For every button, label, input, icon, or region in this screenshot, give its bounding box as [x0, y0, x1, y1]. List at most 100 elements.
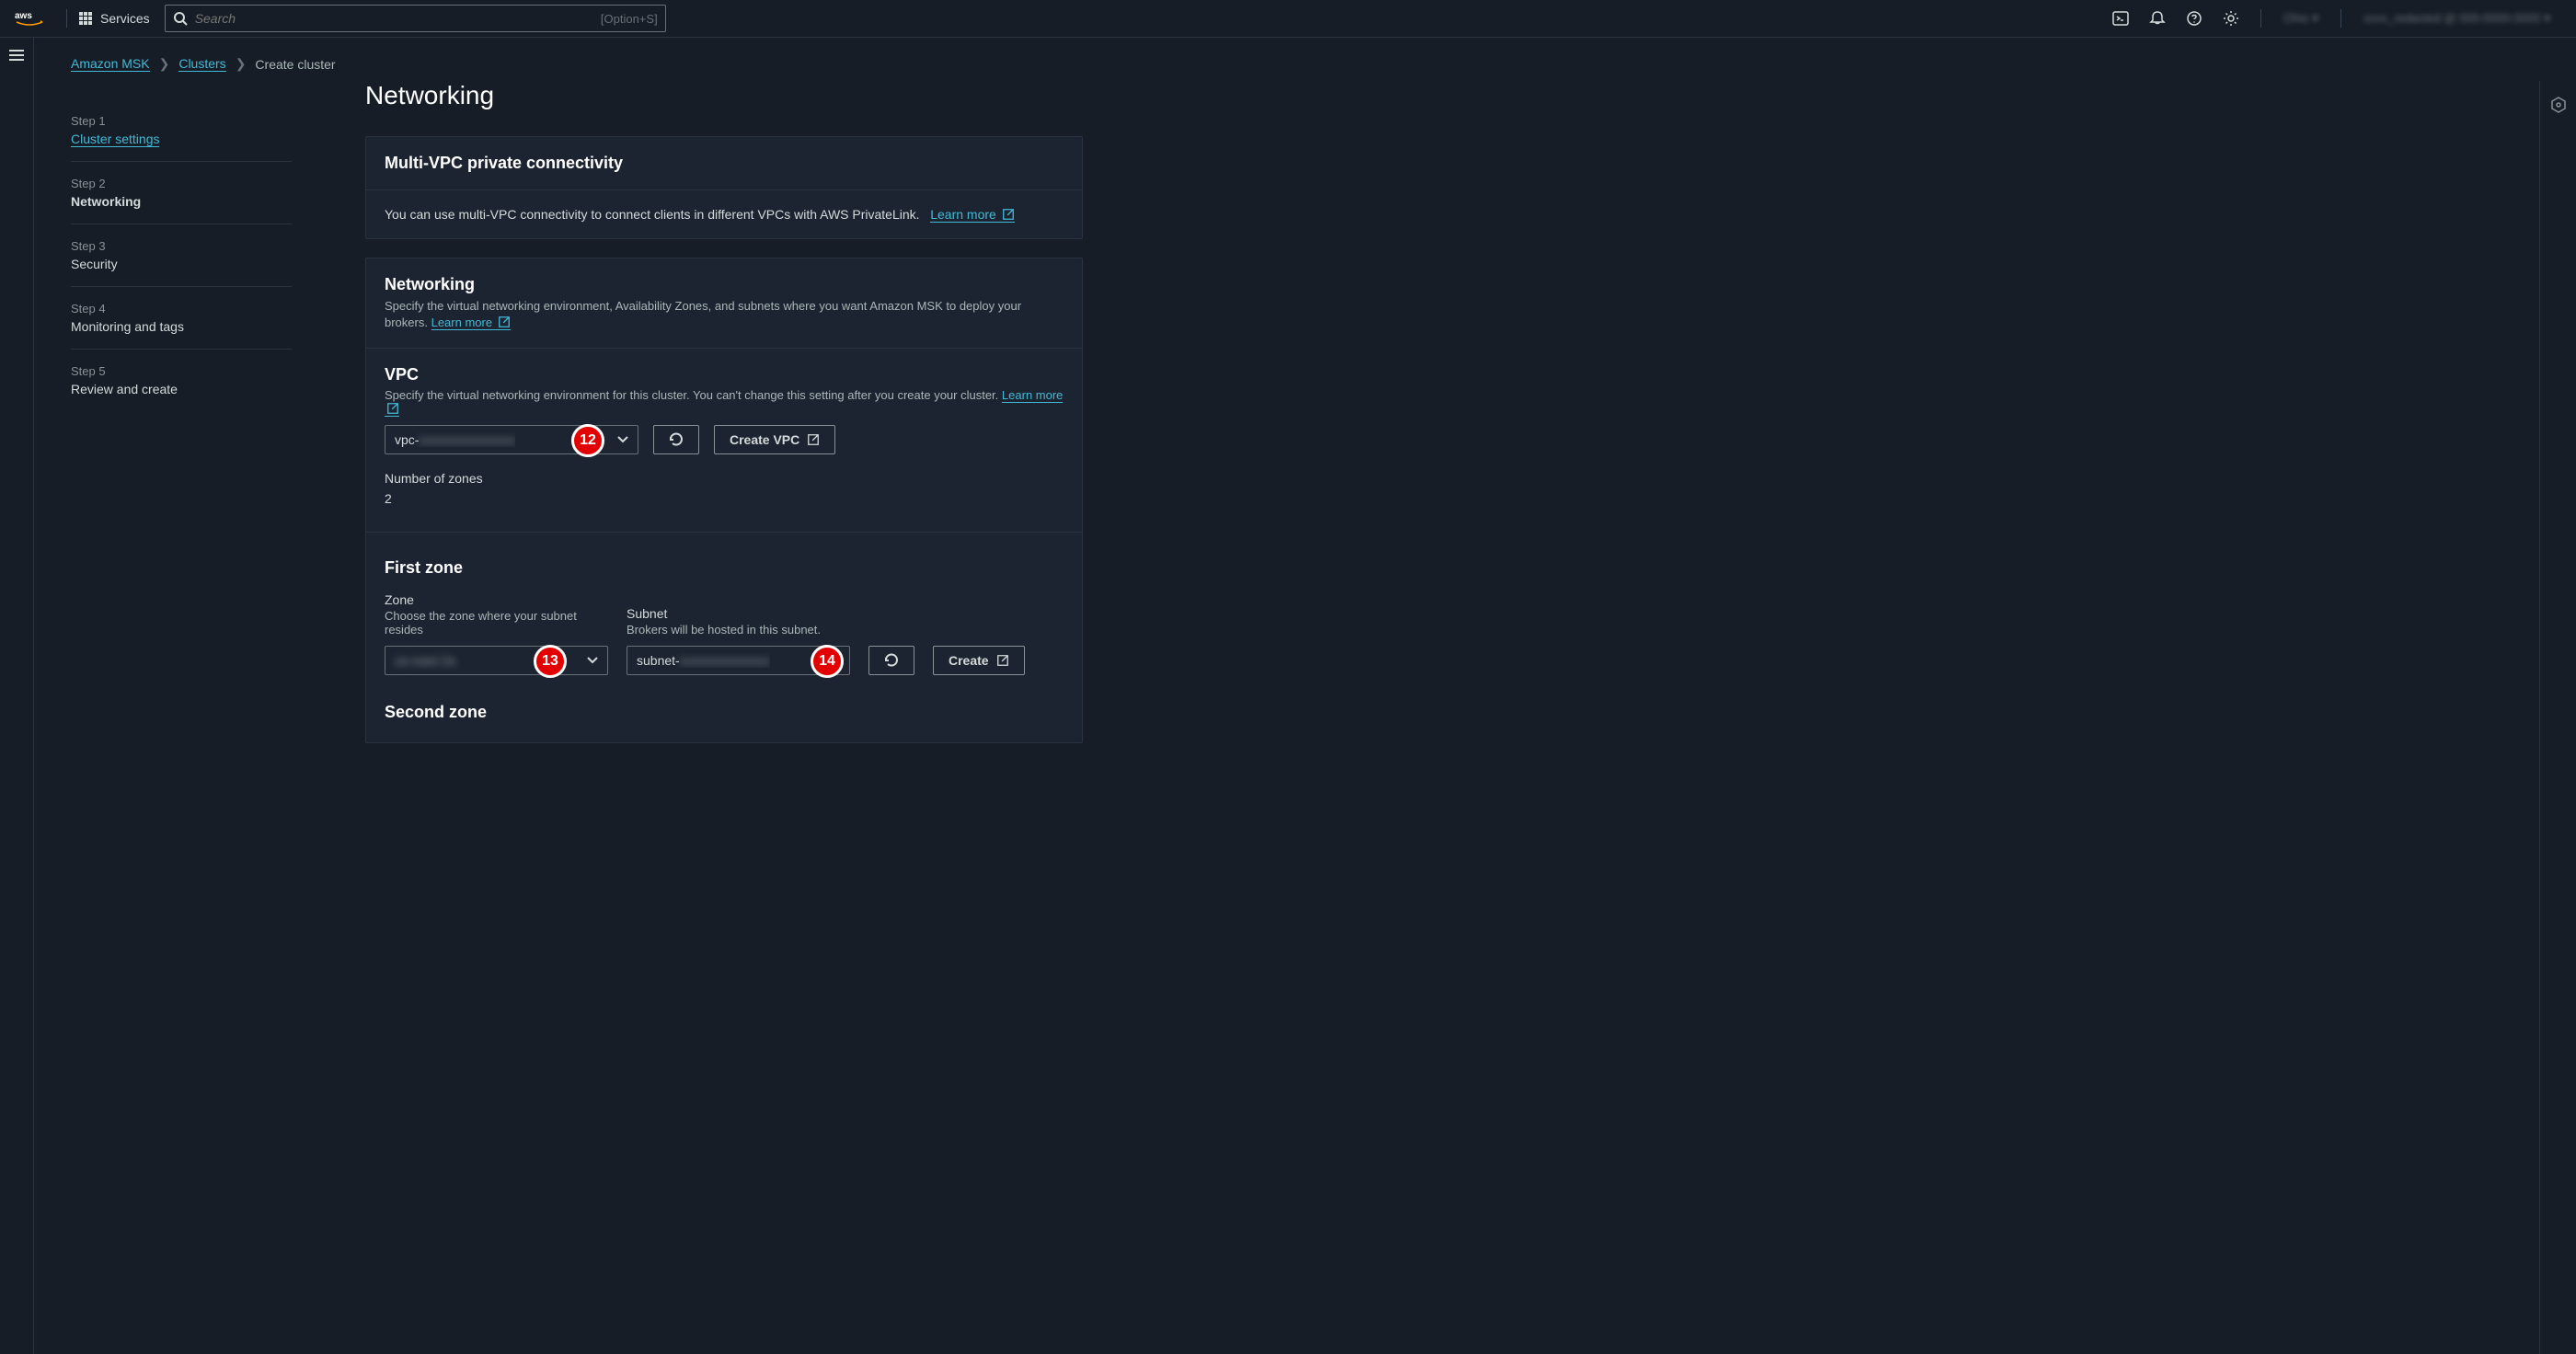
zones-label: Number of zones	[385, 471, 1064, 486]
marker-14: 14	[811, 645, 844, 678]
zone-selected: us-east-2a	[395, 653, 455, 668]
subnet-sub: Brokers will be hosted in this subnet.	[627, 623, 850, 637]
svg-text:aws: aws	[15, 11, 32, 21]
create-vpc-label: Create VPC	[730, 432, 799, 447]
page-title: Networking	[365, 81, 1083, 110]
hamburger-icon	[9, 49, 24, 62]
external-link-icon	[1002, 208, 1015, 221]
subnet-prefix: subnet-	[637, 653, 680, 668]
refresh-subnet-button[interactable]	[868, 646, 914, 675]
external-link-icon	[996, 654, 1009, 667]
chevron-down-icon	[617, 436, 628, 443]
divider	[66, 9, 67, 28]
external-link-icon	[498, 316, 511, 328]
step-number: Step 1	[71, 114, 292, 128]
info-panel-toggle[interactable]	[2549, 96, 2568, 1354]
multivpc-learn-more[interactable]: Learn more	[930, 207, 1014, 223]
help-button[interactable]	[2176, 0, 2213, 37]
vpc-prefix: vpc-	[395, 432, 419, 447]
step-title: Review and create	[71, 382, 292, 396]
vpc-select[interactable]: vpc-xxxxxxxxxxxxxxx 12	[385, 425, 638, 454]
divider	[366, 532, 1082, 533]
marker-12: 12	[571, 424, 604, 457]
second-zone-heading: Second zone	[385, 703, 1064, 722]
subnet-label: Subnet	[627, 606, 850, 621]
learn-more-label: Learn more	[431, 316, 492, 329]
account-label: xxxx_redacted @ 000-0000-0000	[2363, 11, 2540, 25]
breadcrumb: Amazon MSK ❯ Clusters ❯ Create cluster	[34, 38, 2576, 81]
zone-select[interactable]: us-east-2a 13	[385, 646, 608, 675]
search-shortcut: [Option+S]	[601, 12, 658, 26]
refresh-vpc-button[interactable]	[653, 425, 699, 454]
multivpc-text: You can use multi-VPC connectivity to co…	[385, 207, 920, 222]
cloudshell-icon	[2112, 10, 2129, 27]
account-selector[interactable]: xxxx_redacted @ 000-0000-0000▾	[2352, 11, 2561, 26]
learn-more-label: Learn more	[1002, 388, 1063, 402]
wizard-step-2: Step 2 Networking	[71, 162, 292, 224]
multivpc-panel: Multi-VPC private connectivity You can u…	[365, 136, 1083, 239]
step-title: Monitoring and tags	[71, 319, 292, 334]
step-title: Security	[71, 257, 292, 271]
divider	[2260, 9, 2261, 28]
right-gutter	[2539, 81, 2576, 1354]
top-nav: aws Services [Option+S]	[0, 0, 2576, 38]
step-number: Step 5	[71, 364, 292, 378]
bell-icon	[2149, 10, 2166, 27]
step-number: Step 2	[71, 177, 292, 190]
grid-icon	[78, 11, 93, 26]
region-selector[interactable]: Ohio▾	[2272, 11, 2329, 26]
networking-heading: Networking	[385, 275, 1064, 294]
networking-panel: Networking Specify the virtual networkin…	[365, 258, 1083, 743]
region-label: Ohio	[2283, 11, 2308, 25]
learn-more-label: Learn more	[930, 207, 996, 222]
refresh-icon	[668, 431, 684, 448]
help-icon	[2186, 10, 2202, 27]
step-number: Step 4	[71, 302, 292, 316]
wizard-step-1[interactable]: Step 1 Cluster settings	[71, 99, 292, 162]
services-label: Services	[100, 11, 150, 26]
create-label: Create	[949, 653, 989, 668]
chevron-right-icon: ❯	[159, 56, 170, 72]
side-toggle[interactable]	[0, 38, 34, 1354]
first-zone-heading: First zone	[385, 558, 1064, 578]
divider	[2340, 9, 2341, 28]
multivpc-heading: Multi-VPC private connectivity	[385, 154, 1064, 173]
settings-button[interactable]	[2213, 0, 2249, 37]
step-number: Step 3	[71, 239, 292, 253]
create-subnet-button[interactable]: Create	[933, 646, 1025, 675]
networking-learn-more[interactable]: Learn more	[431, 316, 511, 330]
services-menu[interactable]: Services	[78, 11, 150, 26]
wizard-step-3: Step 3 Security	[71, 224, 292, 287]
breadcrumb-clusters[interactable]: Clusters	[178, 56, 225, 72]
hexagon-icon	[2549, 96, 2568, 114]
wizard-step-4: Step 4 Monitoring and tags	[71, 287, 292, 350]
create-vpc-button[interactable]: Create VPC	[714, 425, 835, 454]
main-content: Networking Multi-VPC private connectivit…	[292, 81, 1120, 1354]
vpc-title: VPC	[385, 365, 1064, 384]
notifications-button[interactable]	[2139, 0, 2176, 37]
aws-logo[interactable]: aws	[15, 9, 44, 28]
wizard-steps: Step 1 Cluster settings Step 2 Networkin…	[34, 81, 292, 1354]
search-icon	[173, 11, 188, 26]
zones-value: 2	[385, 491, 1064, 506]
subnet-select[interactable]: subnet-xxxxxxxxxxxxxx 14	[627, 646, 850, 675]
breadcrumb-service[interactable]: Amazon MSK	[71, 56, 150, 72]
step-title: Networking	[71, 194, 292, 209]
cloudshell-button[interactable]	[2102, 0, 2139, 37]
step-title[interactable]: Cluster settings	[71, 132, 159, 147]
search-input[interactable]	[195, 11, 601, 26]
topnav-right: Ohio▾ xxxx_redacted @ 000-0000-0000▾	[2102, 0, 2561, 37]
zone-sub: Choose the zone where your subnet reside…	[385, 609, 608, 637]
refresh-icon	[883, 652, 900, 669]
breadcrumb-current: Create cluster	[255, 57, 335, 72]
gear-icon	[2223, 10, 2239, 27]
chevron-right-icon: ❯	[236, 56, 247, 72]
chevron-down-icon	[587, 657, 598, 664]
marker-13: 13	[534, 645, 567, 678]
external-link-icon	[807, 433, 820, 446]
vpc-subtext: Specify the virtual networking environme…	[385, 388, 998, 402]
zone-label: Zone	[385, 592, 608, 607]
wizard-step-5: Step 5 Review and create	[71, 350, 292, 411]
search-box[interactable]: [Option+S]	[165, 5, 666, 32]
external-link-icon	[386, 402, 399, 415]
